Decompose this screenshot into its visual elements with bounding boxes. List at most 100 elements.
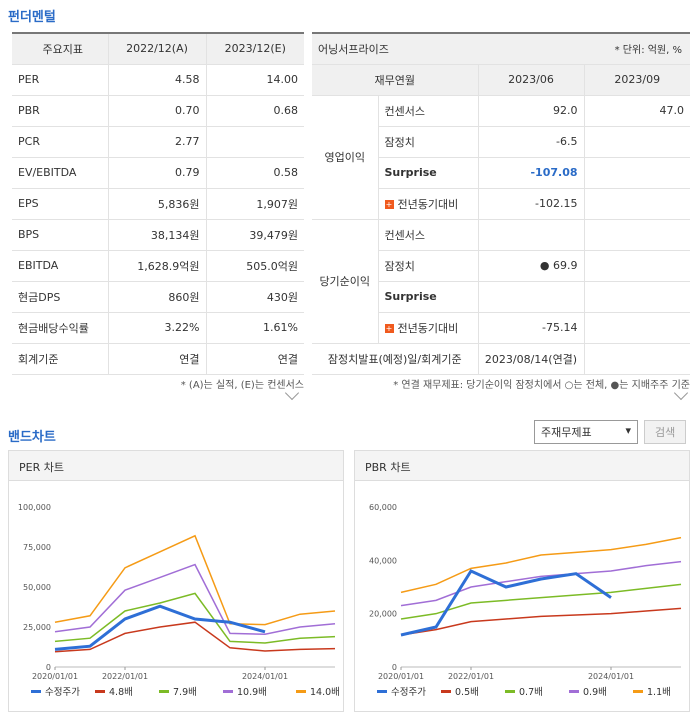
col-header: 2023/12(E) [205,32,304,65]
x-tick-label: 2024/01/01 [588,672,634,681]
earnings-title: 어닝서프라이즈 [312,32,478,65]
row-label: 컨센서스 [377,95,478,127]
x-tick-label: 2024/01/01 [242,672,288,681]
value-cell: 430원 [205,281,304,313]
value-cell: 47.0 [583,95,690,127]
group-label: 영업이익 [312,95,378,220]
value-cell: 860원 [107,281,206,313]
fundamental-title: 펀더멘털 [8,10,56,25]
value-cell: 92.0 [477,95,584,127]
legend-swatch [377,690,387,693]
y-tick-label: 50,000 [23,583,51,592]
table-row: + 전년동기대비 -75.14 [312,312,690,344]
value-cell [477,281,584,313]
y-tick-label: 40,000 [369,556,397,565]
table-row: Surprise [312,281,690,313]
search-button[interactable]: 검색 [644,420,687,444]
select-value: 주재무제표 [541,426,592,439]
legend-label: 0.7배 [519,687,543,698]
row-label: BPS [12,219,108,251]
pbr-chart: 0 20,000 40,000 60,000 2020/01/01 2022/01/01 2… [369,503,682,698]
value-cell [583,188,690,220]
value-cell [583,250,690,282]
legend-label: 7.9배 [173,687,197,698]
expand-icon[interactable]: + [384,324,394,333]
table-row: EBITDA 1,628.9억원 505.0억원 [12,250,304,282]
legend-label: 14.0배 [310,687,340,698]
table-row: 현금DPS 860원 430원 [12,281,304,313]
y-tick-label: 100,000 [18,503,51,512]
per-chart-title: PER 차트 [9,451,343,481]
value-cell: 39,479원 [205,219,304,251]
value-cell [205,126,304,158]
table-row: PER 4.58 14.00 [12,64,304,96]
col-header: 2023/06 [477,64,584,96]
value-cell: 연결 [107,343,206,375]
unit-label: * 단위: 억원, % [478,32,690,65]
legend-swatch [441,690,451,693]
value-cell: 0.58 [205,157,304,189]
value-cell [583,281,690,313]
y-tick-label: 60,000 [369,503,397,512]
expand-icon[interactable]: + [384,200,394,209]
row-label: 현금배당수익률 [12,312,108,344]
y-tick-label: 75,000 [23,543,51,552]
legend-swatch [159,690,169,693]
row-label: 현금DPS [12,281,108,313]
row-label: 잠정치 [377,250,478,282]
row-label[interactable]: + 전년동기대비 [377,188,478,220]
series-line [54,563,336,635]
table-row: PCR 2.77 [12,126,304,158]
row-label: PER [12,64,108,96]
legend-swatch [633,690,643,693]
group-label: 당기순이익 [312,219,378,344]
row-label: 회계기준 [12,343,108,375]
value-cell [583,157,690,189]
row-label: PBR [12,95,108,127]
value-cell: 1.61% [205,312,304,344]
table-row: Surprise -107.08 [312,157,690,189]
earnings-note: * 연결 재무제표: 당기순이익 잠정치에서 ○는 전체, ●는 지배주주 기준 [393,380,690,391]
legend-label: 1.1배 [647,687,671,698]
legend-label: 수정주가 [391,687,426,698]
legend-swatch [223,690,233,693]
footer-label: 잠정치발표(예정)일/회계기준 [312,343,478,375]
y-tick-label: 25,000 [23,623,51,632]
value-cell: ● 69.9 [477,250,584,282]
value-cell: -107.08 [477,157,584,189]
series-line [400,560,682,607]
fundamental-table: 주요지표 2022/12(A) 2023/12(E) PER 4.58 14.00 P… [12,32,304,375]
series-line [400,569,612,637]
fundamental-note: * (A)는 실적, (E)는 컨센서스 [180,380,304,391]
value-cell: 0.68 [205,95,304,127]
value-cell: 1,628.9억원 [107,250,206,282]
row-label: EBITDA [12,250,108,282]
x-tick-label: 2020/01/01 [378,672,424,681]
value-cell: -102.15 [477,188,584,220]
financial-select[interactable]: 주재무제표 ▾ [534,420,638,444]
table-row: 잠정치 ● 69.9 [312,250,690,282]
row-label[interactable]: + 전년동기대비 [377,312,478,344]
table-row: 잠정치 -6.5 [312,126,690,158]
table-row: + 전년동기대비 -102.15 [312,188,690,220]
value-cell: 연결 [205,343,304,375]
value-cell [583,126,690,158]
legend-label: 10.9배 [237,687,267,698]
series-line [400,536,682,594]
series-line [54,592,336,644]
legend-swatch [505,690,515,693]
value-cell: -6.5 [477,126,584,158]
value-cell [583,312,690,344]
per-chart-panel: PER 차트 0 25,000 50,000 75,000 100,000 2020/01… [8,450,344,712]
legend-label: 0.9배 [583,687,607,698]
per-chart: 0 25,000 50,000 75,000 100,000 2020/01/01 2022… [18,503,340,698]
chevron-down-icon: ▾ [625,424,631,437]
legend-label: 4.8배 [109,687,133,698]
earnings-table: 어닝서프라이즈 * 단위: 억원, % 재무연월 2023/06 2023/09… [312,32,690,375]
table-row: PBR 0.70 0.68 [12,95,304,127]
value-cell: 0.79 [107,157,206,189]
value-cell: 4.58 [107,64,206,96]
value-cell: 0.70 [107,95,206,127]
value-cell: 1,907원 [205,188,304,220]
value-cell: -75.14 [477,312,584,344]
